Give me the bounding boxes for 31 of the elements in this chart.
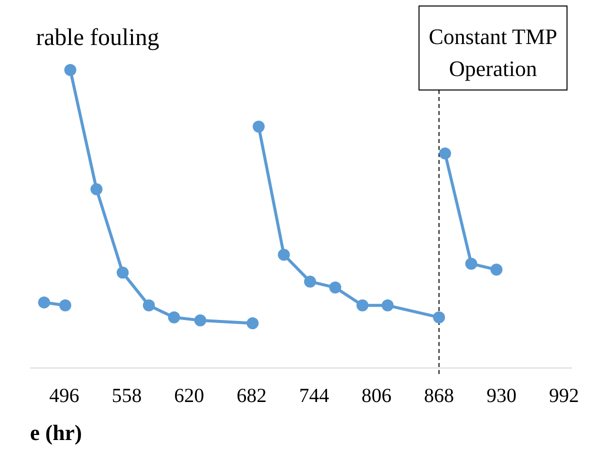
point <box>168 311 180 324</box>
x-tick-label: 496 <box>49 385 80 407</box>
point <box>246 317 259 330</box>
point <box>490 264 502 276</box>
x-tick-label: 868 <box>424 385 454 407</box>
x-axis-title: e (hr) <box>30 420 82 445</box>
point <box>90 183 102 196</box>
point <box>252 120 265 133</box>
point <box>142 299 155 312</box>
x-tick-label: 930 <box>486 385 516 407</box>
point <box>329 282 342 294</box>
chart-title: rable fouling <box>36 25 160 51</box>
x-tick-label: 744 <box>299 385 330 407</box>
point <box>38 296 50 308</box>
point <box>465 258 478 270</box>
point <box>64 64 76 76</box>
x-tick-label: 806 <box>362 385 392 407</box>
point <box>356 299 368 312</box>
x-tick-label: 682 <box>236 385 267 407</box>
x-tick-label: 992 <box>548 385 579 407</box>
point <box>433 311 446 324</box>
point <box>382 299 394 312</box>
point <box>194 314 206 326</box>
x-tick-label: 558 <box>112 385 142 407</box>
point <box>59 299 72 312</box>
x-tick-label: 620 <box>174 385 204 407</box>
point <box>304 276 316 288</box>
point <box>116 266 129 279</box>
point <box>439 147 452 160</box>
ref-line-label: Constant TMP Operation <box>428 24 558 81</box>
point <box>278 248 290 261</box>
